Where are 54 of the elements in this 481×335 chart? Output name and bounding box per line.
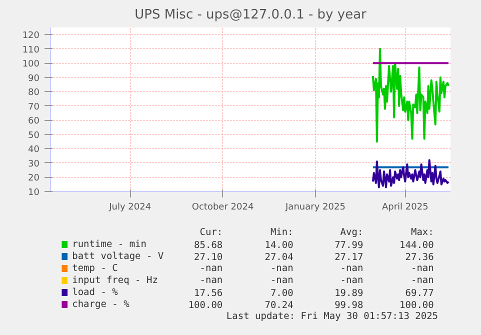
y-tick-label: 40 <box>28 145 40 156</box>
y-tick-label: 110 <box>22 45 40 56</box>
text: 27.36 <box>405 252 434 263</box>
text: 27.17 <box>334 252 364 263</box>
text: Max: <box>410 227 434 238</box>
text: Cur: <box>200 227 223 238</box>
y-tick-label: 60 <box>28 116 40 127</box>
text: -nan <box>270 275 294 286</box>
text: 144.00 <box>400 240 434 251</box>
text: 77.99 <box>334 240 364 251</box>
chart-title: UPS Misc - ups@127.0.0.1 - by year <box>134 8 368 22</box>
text: Min: <box>270 227 294 238</box>
text: 99.98 <box>334 300 364 311</box>
y-tick-label: 120 <box>22 31 40 42</box>
line-series <box>372 48 450 143</box>
y-tick-label: 50 <box>28 130 40 141</box>
y-tick-label: 90 <box>28 74 40 84</box>
text: 27.04 <box>264 252 294 263</box>
y-tick-label: 100 <box>22 60 40 70</box>
x-tick-label: October 2024 <box>192 202 254 212</box>
text: -nan <box>410 263 434 274</box>
y-tick-label: 20 <box>28 174 40 184</box>
y-tick-label: 10 <box>28 188 40 198</box>
text: 70.24 <box>264 300 294 311</box>
text: 7.00 <box>270 288 294 299</box>
y-tick-label: 70 <box>28 102 40 112</box>
text: -nan <box>270 263 294 274</box>
x-tick-label: July 2024 <box>108 202 152 212</box>
legend-label: load - % <box>72 287 118 298</box>
text: Last update: Fri May 30 01:57:13 2025 <box>226 311 438 322</box>
y-tick-label: 80 <box>28 88 40 98</box>
legend-label: input freq - Hz <box>72 275 158 286</box>
text: 19.89 <box>334 288 364 299</box>
text: 14.00 <box>264 240 294 251</box>
text: 85.68 <box>194 240 223 251</box>
x-tick-label: January 2025 <box>284 202 346 212</box>
text: -nan <box>340 263 364 274</box>
text: 100.00 <box>400 300 434 311</box>
legend-label: temp - C <box>72 263 118 274</box>
legend-label: charge - % <box>72 299 130 310</box>
text: 27.10 <box>194 252 223 263</box>
y-tick-label: 30 <box>28 159 40 170</box>
text: 69.77 <box>405 288 434 299</box>
text: -nan <box>200 275 223 286</box>
text: -nan <box>200 263 223 274</box>
line-series <box>372 159 450 188</box>
text: 17.56 <box>194 288 223 299</box>
text: -nan <box>340 275 364 286</box>
x-tick-label: April 2025 <box>382 202 428 212</box>
text: Avg: <box>340 227 364 238</box>
text: 100.00 <box>188 300 223 311</box>
legend-label: batt voltage - V <box>72 251 164 262</box>
text: -nan <box>410 275 434 286</box>
legend-label: runtime - min <box>72 239 146 250</box>
